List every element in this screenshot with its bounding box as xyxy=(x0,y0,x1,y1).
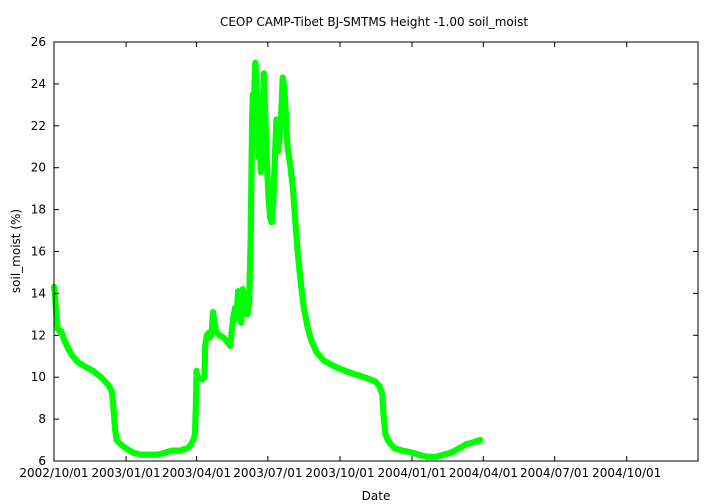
x-axis-label: Date xyxy=(362,489,391,503)
plot-frame xyxy=(53,41,699,462)
x-tick-label-5: 2004/01/01 xyxy=(377,466,446,480)
x-tick-label-3: 2003/07/01 xyxy=(233,466,302,480)
axis-ticks: 6 8 10 12 14 16 18 20 22 24 26 2002/10/01 2003/01/01… xyxy=(19,35,698,480)
y-tick-label-1: 8 xyxy=(38,412,46,426)
x-tick-label-6: 2004/04/01 xyxy=(449,466,518,480)
y-tick-label-5: 16 xyxy=(31,245,46,259)
data-points xyxy=(50,59,484,461)
y-tick-label-4: 14 xyxy=(31,286,46,300)
x-tick-label-2: 2003/04/01 xyxy=(162,466,231,480)
y-tick-label-8: 22 xyxy=(31,119,46,133)
y-tick-label-7: 20 xyxy=(31,161,46,175)
x-tick-label-0: 2002/10/01 xyxy=(19,466,88,480)
x-tick-label-4: 2003/10/01 xyxy=(305,466,374,480)
y-tick-label-3: 12 xyxy=(31,328,46,342)
y-tick-label-6: 18 xyxy=(31,203,46,217)
x-tick-label-8: 2004/10/01 xyxy=(592,466,661,480)
x-tick-label-1: 2003/01/01 xyxy=(91,466,160,480)
y-tick-label-0: 6 xyxy=(38,454,46,468)
y-tick-label-10: 26 xyxy=(31,35,46,49)
x-tick-label-7: 2004/07/01 xyxy=(520,466,589,480)
chart-title: CEOP CAMP-Tibet BJ-SMTMS Height -1.00 so… xyxy=(220,15,528,29)
y-axis-label: soil_moist (%) xyxy=(9,209,23,293)
y-tick-label-2: 10 xyxy=(31,370,46,384)
y-tick-label-9: 24 xyxy=(31,77,46,91)
data-point xyxy=(476,436,484,444)
